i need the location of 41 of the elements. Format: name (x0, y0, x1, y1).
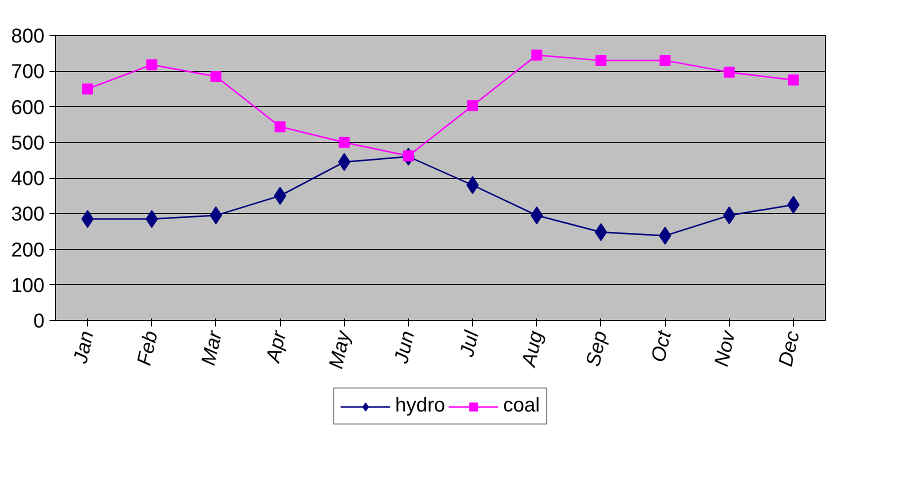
x-tick-label: Jun (390, 329, 420, 366)
x-tick-label: Dec (774, 329, 804, 369)
x-tick-label: Mar (198, 328, 227, 368)
x-tick-label: Jul (456, 328, 484, 360)
x-tick-label: Jan (70, 329, 98, 366)
point (82, 83, 94, 94)
x-tick-label: Feb (133, 329, 162, 368)
legend-label: hydro (395, 394, 446, 418)
y-tick-label: 500 (11, 132, 45, 154)
y-tick-label: 200 (11, 239, 45, 262)
point (660, 54, 671, 66)
point (146, 59, 158, 70)
x-tick-label: Apr (262, 328, 292, 366)
point (338, 136, 350, 148)
y-tick-label: 800 (11, 26, 45, 48)
x-tick-label: Oct (648, 328, 676, 364)
point (81, 210, 94, 228)
point (724, 66, 735, 78)
x-tick-label: Sep (582, 329, 612, 369)
point (595, 54, 606, 66)
x-tick-label: Aug (518, 329, 548, 370)
point (788, 74, 799, 86)
point (210, 70, 222, 82)
point (658, 226, 672, 245)
y-tick-label: 300 (11, 204, 45, 226)
point (594, 223, 608, 242)
x-tick-label: May (325, 328, 356, 371)
y-tick-label: 400 (11, 168, 45, 190)
point (531, 50, 542, 61)
legend-label: coal (503, 394, 540, 418)
y-tick-label: 0 (33, 310, 44, 332)
x-tick-label: Nov (710, 328, 740, 369)
point (787, 196, 800, 214)
y-tick-label: 700 (11, 61, 45, 84)
y-tick-label: 600 (11, 96, 45, 119)
point (467, 100, 478, 112)
point (274, 186, 286, 205)
point (210, 206, 222, 224)
y-tick-label: 100 (11, 274, 45, 297)
point (466, 176, 479, 194)
point (274, 121, 286, 132)
